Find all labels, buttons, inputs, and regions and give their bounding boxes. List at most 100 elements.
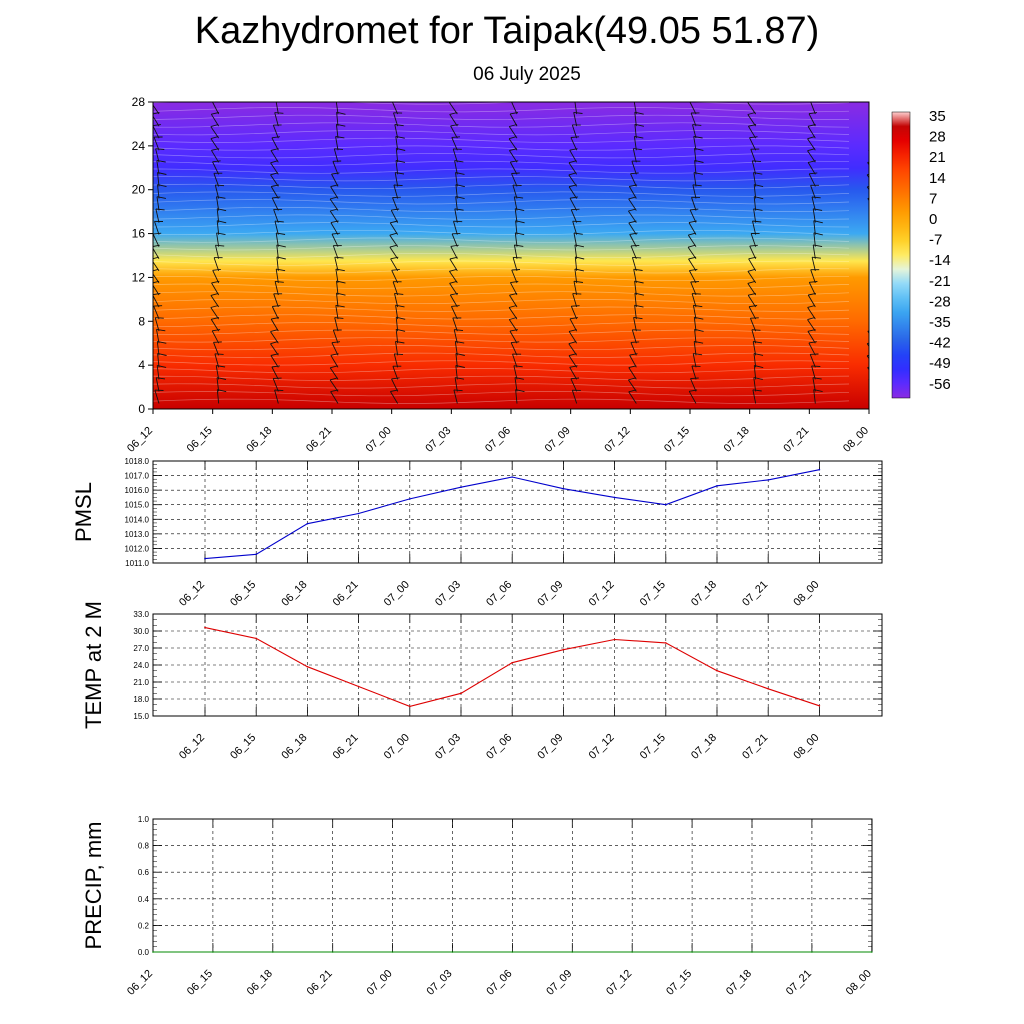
wind-barb-staff <box>392 281 399 296</box>
wind-barb-flag <box>569 196 578 199</box>
wind-barb <box>568 160 578 175</box>
wind-barb-staff <box>874 269 876 283</box>
wind-barb <box>633 102 643 115</box>
wind-barb-staff <box>694 148 697 163</box>
y-tick-label: 21.0 <box>133 678 149 687</box>
wind-barb-staff <box>215 245 220 259</box>
wind-barb-staff <box>692 184 697 199</box>
wind-barb-flag <box>276 268 286 272</box>
data-point <box>818 705 821 707</box>
wind-barb-staff <box>751 329 757 344</box>
x-tick-label: 06_15 <box>185 968 215 998</box>
colorbar-label: -21 <box>929 273 951 290</box>
wind-barb <box>211 329 221 344</box>
wind-barb-staff <box>329 367 339 380</box>
x-tick-label: 06_12 <box>125 425 155 455</box>
wind-barb-staff <box>214 184 220 199</box>
wind-barb-staff <box>211 150 220 163</box>
wind-barb-flag <box>807 317 816 321</box>
wind-barb-staff <box>271 306 279 320</box>
wind-barb-flag <box>153 232 162 235</box>
wind-barb-staff <box>331 342 339 356</box>
wind-barb <box>513 244 524 259</box>
wind-barb-flag <box>808 112 818 115</box>
wind-barb <box>212 160 221 175</box>
x-tick-label: 07_09 <box>543 425 573 455</box>
wind-barb-flag <box>335 136 345 139</box>
wind-barb <box>335 102 346 115</box>
wind-barb <box>394 292 404 308</box>
wind-barb-staff <box>749 137 757 151</box>
wind-barb-staff <box>812 244 816 259</box>
wind-barb-staff <box>455 184 458 199</box>
wind-barb-staff <box>807 138 816 151</box>
wind-barb-flag <box>873 100 882 102</box>
wind-barb-staff <box>153 305 160 320</box>
wind-barb <box>807 136 816 151</box>
wind-barb-staff <box>690 112 697 127</box>
wind-barb-staff <box>813 232 816 247</box>
wind-barb-staff <box>394 293 399 308</box>
wind-barb-staff <box>749 318 757 332</box>
wind-barb-flag <box>872 233 881 234</box>
x-tick-label: 06_18 <box>244 425 274 455</box>
wind-barb-staff <box>395 160 399 175</box>
x-tick-label: 07_09 <box>535 732 565 762</box>
wind-barb-staff <box>212 161 220 175</box>
data-point <box>204 626 206 629</box>
y-tick-label: 0.4 <box>138 895 150 904</box>
wind-barb <box>153 268 160 284</box>
wind-barb-flag <box>272 305 281 307</box>
wind-barb-flag <box>511 101 519 102</box>
colorbar-label: 14 <box>929 170 946 187</box>
wind-barb-staff <box>574 256 578 271</box>
wind-barb-flag <box>752 160 762 163</box>
wind-barb-staff <box>874 257 876 271</box>
wind-barb-staff <box>747 102 757 115</box>
wind-barb-staff <box>628 198 637 211</box>
wind-barb <box>333 148 344 163</box>
wind-barb-staff <box>153 104 160 115</box>
y-tick-label: 27.0 <box>133 644 149 653</box>
wind-barb-flag <box>216 365 226 368</box>
wind-barb <box>868 318 869 320</box>
wind-barb-flag <box>866 354 869 357</box>
wind-barb <box>394 172 405 187</box>
wind-barb-staff <box>511 269 518 284</box>
wind-barb-staff <box>156 329 160 344</box>
wind-barb-flag <box>394 353 404 356</box>
wind-barb <box>873 245 882 259</box>
wind-barb-staff <box>334 317 339 332</box>
data-point <box>460 486 462 489</box>
wind-barb-flag <box>389 232 398 236</box>
wind-barb-flag <box>449 280 458 284</box>
wind-barb <box>393 112 403 127</box>
data-point <box>511 951 514 953</box>
wind-barb-staff <box>628 186 637 199</box>
wind-barb <box>747 280 757 296</box>
wind-barb <box>692 353 703 368</box>
wind-barb-flag <box>334 317 344 319</box>
wind-barb-flag <box>395 340 405 344</box>
wind-barb-staff <box>330 391 339 404</box>
wind-barb-staff <box>691 293 697 308</box>
wind-barb <box>210 305 220 320</box>
wind-barb <box>510 280 519 296</box>
wind-barb-flag <box>687 244 696 248</box>
wind-barb-staff <box>336 293 339 308</box>
colorbar-label: -28 <box>929 293 951 310</box>
wind-barb-flag <box>747 280 756 284</box>
wind-barb <box>451 232 461 247</box>
wind-barb-staff <box>810 102 816 115</box>
wind-barb <box>212 268 221 284</box>
wind-barb-staff <box>687 246 697 260</box>
wind-barb-staff <box>873 245 875 259</box>
x-tick-label: 07_09 <box>535 579 565 609</box>
wind-barb-staff <box>873 100 875 114</box>
wind-barb-staff <box>571 124 578 139</box>
wind-barb-staff <box>157 172 160 187</box>
wind-barb-flag <box>688 232 696 236</box>
wind-barb <box>391 102 399 115</box>
wind-barb <box>568 341 578 356</box>
wind-barb-staff <box>393 184 399 199</box>
